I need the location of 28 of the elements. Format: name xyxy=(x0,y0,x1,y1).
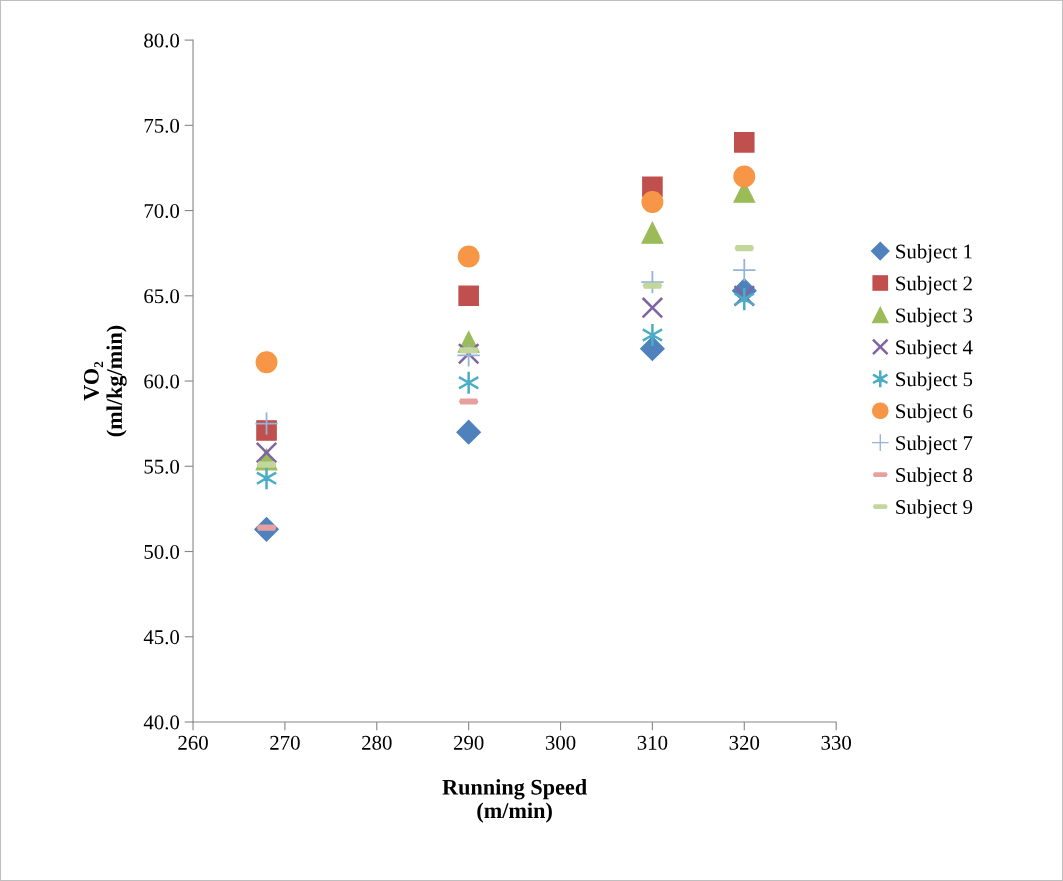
legend-label: Subject 2 xyxy=(896,275,972,295)
x-tick-label: 300 xyxy=(545,735,576,750)
y-tick-label: 70.0 xyxy=(144,203,180,219)
y-tick-label: 55.0 xyxy=(144,459,180,474)
legend-label: Subject 6 xyxy=(896,403,973,423)
legend-label: Subject 9 xyxy=(896,499,973,519)
legend-label: Subject 7 xyxy=(896,435,973,455)
legend-label: Subject 1 xyxy=(896,243,972,263)
x-tick-label: 310 xyxy=(637,735,668,750)
y-tick-label: 50.0 xyxy=(144,544,180,560)
legend-label: Subject 3 xyxy=(896,307,973,327)
y-tick-label: 40.0 xyxy=(143,715,180,730)
legend-label: Subject 8 xyxy=(896,467,973,487)
x-tick-label: 270 xyxy=(270,735,300,750)
x-tick-label: 330 xyxy=(821,735,851,750)
x-tick-label: 280 xyxy=(362,735,392,750)
y-tick-label: 75.0 xyxy=(144,118,180,133)
x-axis-title: Running Speed (m/min) xyxy=(442,779,587,823)
y-tick-label: 65.0 xyxy=(144,289,180,304)
y-tick-label: 45.0 xyxy=(143,630,180,645)
y-axis-title: VO₂ (ml/kg/min) xyxy=(83,325,127,437)
legend-label: Subject 4 xyxy=(896,339,973,359)
x-tick-label: 290 xyxy=(453,735,484,750)
legend-label: Subject 5 xyxy=(896,371,973,391)
x-tick-label: 260 xyxy=(178,735,208,750)
y-tick-label: 60.0 xyxy=(144,374,180,389)
x-tick-label: 320 xyxy=(729,735,760,750)
y-tick-label: 80.0 xyxy=(144,33,180,48)
